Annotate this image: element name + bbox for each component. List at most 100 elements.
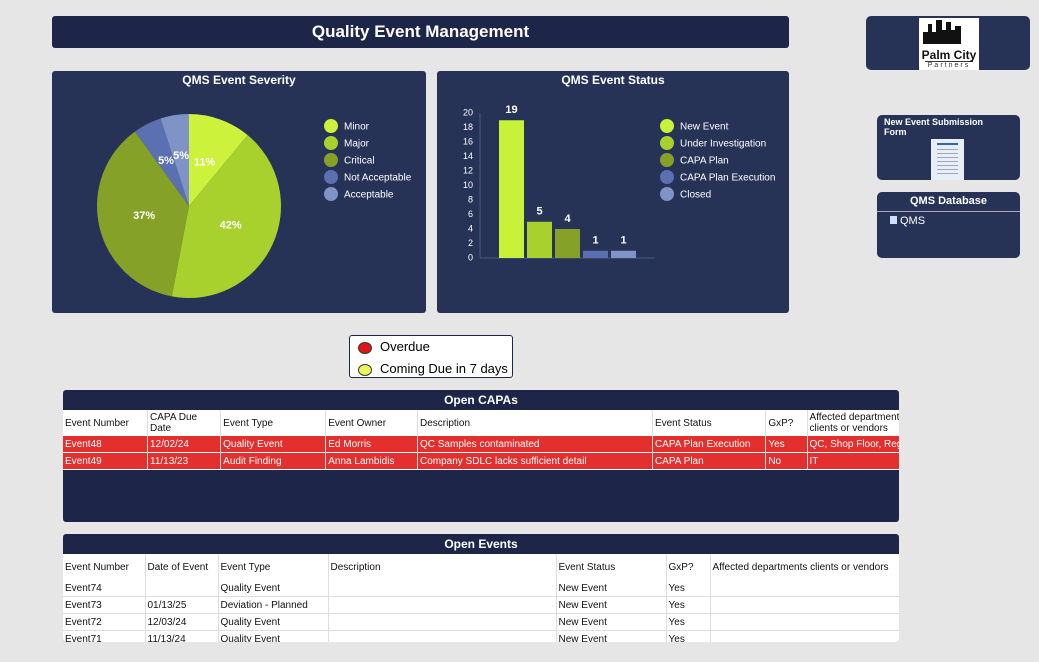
- y-tick-label: 18: [463, 122, 473, 132]
- bar: [527, 221, 552, 258]
- legend-label: Not Acceptable: [344, 173, 412, 184]
- column-header: Description: [417, 410, 653, 436]
- y-tick-label: 0: [468, 252, 473, 262]
- legend-swatch: [660, 119, 674, 133]
- y-tick-label: 20: [463, 107, 473, 117]
- column-header: Affected departments clients or vendors: [710, 554, 899, 580]
- logo-skyline: [923, 20, 961, 44]
- legend-label: New Event: [680, 122, 729, 133]
- table-cell: New Event: [556, 630, 667, 642]
- legend-swatch: [660, 136, 674, 150]
- table-cell: [710, 596, 899, 614]
- table-cell: [328, 613, 557, 631]
- table-row[interactable]: Event48 12/02/24 Quality Event Ed Morris QC …: [63, 436, 899, 453]
- table-cell: QC Samples contaminated: [417, 436, 653, 453]
- table-cell: No: [765, 452, 808, 470]
- form-thumbnail[interactable]: [931, 139, 964, 180]
- table-cell: [328, 596, 557, 614]
- legend-label: Major: [344, 139, 370, 150]
- status-panel: QMS Event Status 0 2 4 6 8 10 12 14 16 18 20 19 5 4 1 1 N…: [437, 71, 789, 313]
- column-header: Event Status: [652, 410, 767, 436]
- table-cell: Event48: [63, 436, 148, 453]
- table-row[interactable]: Event71 11/13/24 Quality Event New Event Yes: [63, 630, 899, 642]
- table-row[interactable]: Event74 Quality Event New Event Yes: [63, 580, 899, 597]
- table-row[interactable]: Event72 12/03/24 Quality Event New Event Yes: [63, 613, 899, 631]
- database-title: QMS Database: [877, 192, 1020, 212]
- table-cell: Yes: [765, 436, 808, 453]
- table-cell: Event74: [63, 580, 146, 597]
- database-link[interactable]: QMS: [877, 212, 1020, 230]
- table-row[interactable]: Event73 01/13/25 Deviation - Planned New Ev…: [63, 596, 899, 614]
- data-label: 11%: [194, 157, 216, 169]
- legend-swatch: [660, 153, 674, 167]
- bar: [611, 250, 636, 258]
- status-legend: Overdue Coming Due in 7 days: [349, 335, 513, 378]
- column-header: Event Type: [218, 554, 329, 580]
- database-item[interactable]: QMS: [900, 215, 926, 227]
- y-tick-label: 2: [468, 238, 473, 248]
- data-label: 1: [592, 235, 598, 247]
- table-cell: New Event: [556, 596, 667, 614]
- column-header: Event Owner: [325, 410, 418, 436]
- legend-label: Minor: [344, 122, 370, 133]
- legend-swatch: [324, 187, 338, 201]
- table-cell: [710, 580, 899, 597]
- logo-tagline: Partners: [925, 61, 973, 69]
- legend-label: CAPA Plan Execution: [680, 173, 775, 184]
- table-cell: Audit Finding: [220, 452, 327, 470]
- table-cell: New Event: [556, 580, 667, 597]
- legend-swatch: [324, 153, 338, 167]
- data-label: 5%: [173, 150, 189, 162]
- data-label: 4: [564, 213, 571, 225]
- table-cell: [328, 580, 557, 597]
- table-cell: 12/03/24: [145, 613, 219, 631]
- bar-chart: QMS Event Status 0 2 4 6 8 10 12 14 16 18 20 19 5 4 1 1 N…: [463, 73, 775, 262]
- events-table: Event Number Date of Event Event Type Descr…: [63, 554, 899, 642]
- table-cell: CAPA Plan Execution: [652, 436, 767, 453]
- legend-label: Acceptable: [344, 190, 394, 201]
- legend-swatch: [324, 119, 338, 133]
- table-cell: Event73: [63, 596, 146, 614]
- table-cell: QC, Shop Floor, Regulat: [807, 436, 899, 453]
- pie-slice: [171, 135, 281, 298]
- table-cell: Company SDLC lacks sufficient detail: [417, 452, 653, 470]
- table-cell: 11/13/24: [145, 630, 219, 642]
- data-label: 5: [536, 206, 542, 218]
- column-header: Event Type: [220, 410, 327, 436]
- table-cell: 12/02/24: [147, 436, 222, 453]
- page-title: Quality Event Management: [311, 22, 530, 41]
- table-cell: Quality Event: [218, 580, 329, 597]
- logo: Partners Palm City Partners: [919, 18, 979, 70]
- title-bar: Quality Event Management: [52, 16, 789, 48]
- form-link[interactable]: New Event Submission Form: [884, 117, 984, 137]
- legend-swatch: [324, 170, 338, 184]
- form-link-box[interactable]: New Event Submission Form: [877, 115, 1020, 180]
- column-header: Event Number: [63, 410, 148, 436]
- table-cell: [328, 630, 557, 642]
- legend-item: Overdue: [358, 339, 430, 354]
- table-cell: Event71: [63, 630, 146, 642]
- file-icon: [890, 216, 897, 224]
- legend-swatch: [324, 136, 338, 150]
- legend-label: Critical: [344, 156, 375, 167]
- column-header: GxP?: [765, 410, 808, 436]
- bar: [555, 229, 580, 258]
- table-row[interactable]: Event49 11/13/23 Audit Finding Anna Lambidi…: [63, 452, 899, 470]
- table-cell: [710, 630, 899, 642]
- pie-slice: [160, 114, 189, 206]
- capa-section: Open CAPAs Event Number CAPA Due Date Even…: [63, 390, 899, 522]
- header-row: Event Number CAPA Due Date Event Type Event…: [63, 410, 899, 436]
- table-title: Open Events: [444, 537, 518, 551]
- table-cell: Yes: [666, 580, 711, 597]
- table-cell: 01/13/25: [145, 596, 219, 614]
- table-cell: CAPA Plan: [652, 452, 767, 470]
- table-cell: 11/13/23: [147, 452, 222, 470]
- data-label: 19: [505, 104, 517, 116]
- chart-title: QMS Event Severity: [182, 73, 296, 87]
- table-cell: Quality Event: [220, 436, 327, 453]
- chart-title: QMS Event Status: [561, 73, 665, 87]
- events-section: Open Events Event Number Date of Event Eve…: [63, 534, 899, 642]
- table-cell: New Event: [556, 613, 667, 631]
- column-header: Affected departments clients or vendors: [807, 410, 899, 436]
